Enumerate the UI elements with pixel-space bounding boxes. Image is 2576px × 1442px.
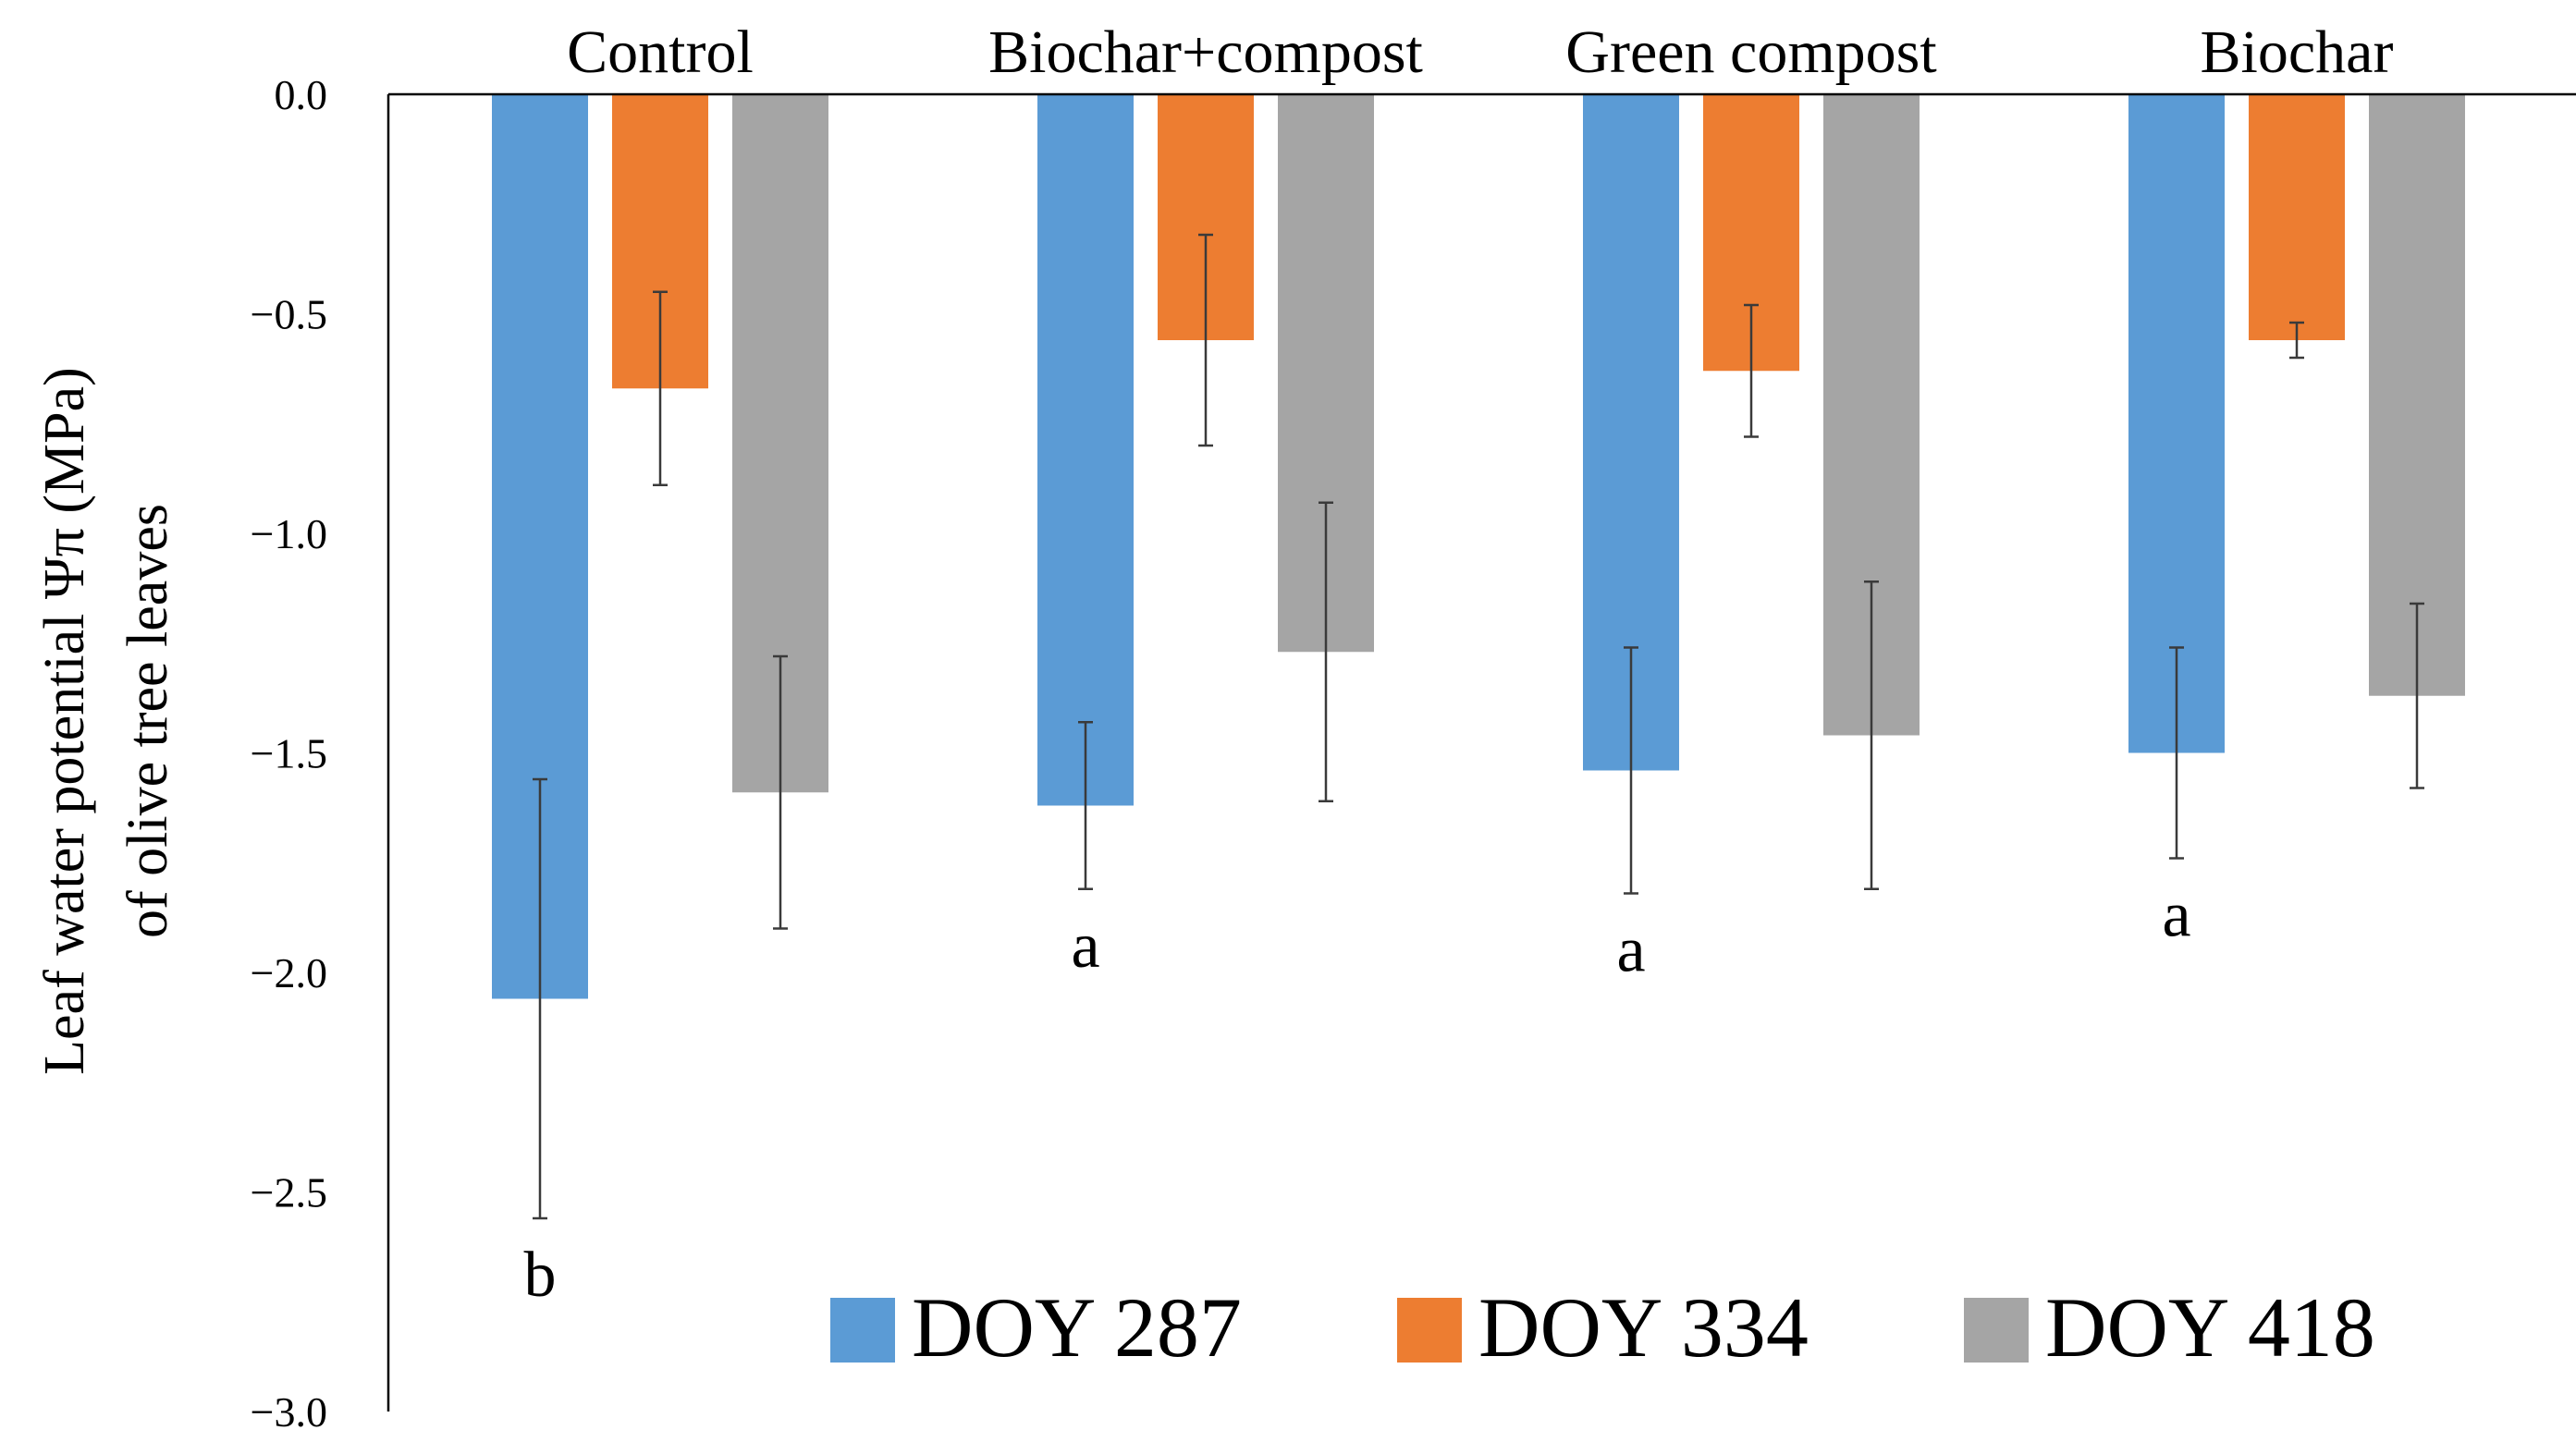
y-tick-label: −2.0 xyxy=(251,949,327,996)
y-tick-label: −1.0 xyxy=(251,510,327,557)
y-axis-title-line-1: Leaf water potential Ψπ (MPa) xyxy=(33,367,96,1075)
bar-biochar-doy-418 xyxy=(2369,94,2465,696)
legend-swatch-doy-334 xyxy=(1397,1298,1462,1363)
y-tick-label: 0.0 xyxy=(275,71,328,118)
bars xyxy=(492,94,2465,999)
legend-swatch-doy-287 xyxy=(830,1298,895,1363)
legend-label-doy-418: DOY 418 xyxy=(2045,1280,2375,1375)
y-axis-title-line-2: of olive tree leaves xyxy=(117,504,179,938)
y-tick-label: −3.0 xyxy=(251,1388,327,1436)
legend-swatch-doy-418 xyxy=(1964,1298,2029,1363)
category-label-biochar-compost: Biochar+compost xyxy=(988,18,1423,86)
y-axis-title: Leaf water potential Ψπ (MPa) of olive t… xyxy=(33,367,179,1075)
category-label-green-compost: Green compost xyxy=(1565,18,1936,86)
y-tick-label: −2.5 xyxy=(251,1169,327,1216)
y-axis: 0.0 −0.5 −1.0 −1.5 −2.0 −2.5 −3.0 xyxy=(251,71,390,1436)
significance-label-biochar-compost: a xyxy=(1071,910,1099,982)
category-labels: Control Biochar+compost Green compost Bioch… xyxy=(567,18,2393,86)
significance-label-control: b xyxy=(524,1240,557,1311)
legend-label-doy-334: DOY 334 xyxy=(1478,1280,1809,1375)
legend: DOY 287 DOY 334 DOY 418 xyxy=(830,1280,2375,1375)
significance-label-biochar: a xyxy=(2162,880,2190,951)
bar-biochar-compost-doy-287 xyxy=(1037,94,1134,806)
y-tick-label: −0.5 xyxy=(251,291,327,338)
error-bars xyxy=(533,233,2424,1220)
significance-label-green-compost: a xyxy=(1616,915,1645,986)
category-label-control: Control xyxy=(567,18,754,86)
bar-biochar-doy-287 xyxy=(2128,94,2225,753)
bar-biochar-doy-334 xyxy=(2249,94,2345,340)
category-label-biochar: Biochar xyxy=(2201,18,2394,86)
y-tick-label: −1.5 xyxy=(251,730,327,777)
significance-labels: b a a a xyxy=(524,880,2191,1312)
legend-label-doy-287: DOY 287 xyxy=(912,1280,1242,1375)
